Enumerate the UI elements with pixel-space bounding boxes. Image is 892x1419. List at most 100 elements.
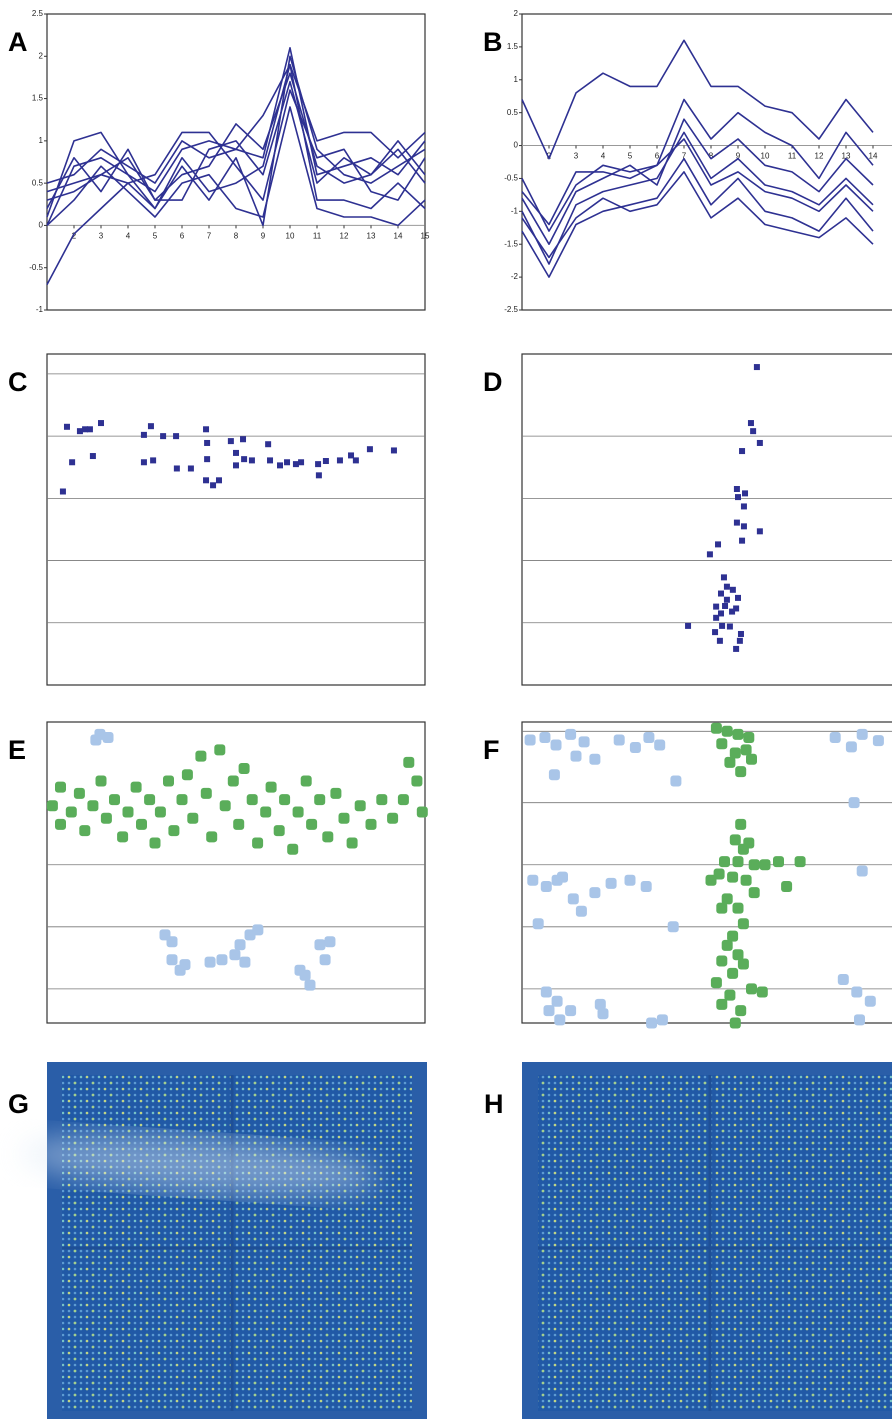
point xyxy=(103,732,114,743)
point xyxy=(724,757,735,768)
point xyxy=(724,597,730,603)
x-tick-label: 12 xyxy=(340,232,349,241)
point xyxy=(304,980,315,991)
point xyxy=(712,629,718,635)
point xyxy=(781,881,792,892)
point xyxy=(737,638,743,644)
x-tick-label: 14 xyxy=(394,232,403,241)
point xyxy=(857,729,868,740)
panel xyxy=(522,722,892,1029)
point xyxy=(741,523,747,529)
point xyxy=(252,838,263,849)
point xyxy=(733,729,744,740)
image-g xyxy=(18,1062,427,1419)
point xyxy=(233,450,239,456)
point xyxy=(589,887,600,898)
point xyxy=(66,806,77,817)
point xyxy=(757,528,763,534)
point xyxy=(150,457,156,463)
point xyxy=(279,794,290,805)
point xyxy=(838,974,849,985)
point xyxy=(734,520,740,526)
point xyxy=(144,794,155,805)
point xyxy=(846,741,857,752)
point xyxy=(565,1005,576,1016)
y-tick-label: 0 xyxy=(39,221,44,230)
point xyxy=(738,631,744,637)
point xyxy=(865,996,876,1007)
y-tick-label: 1 xyxy=(514,75,519,84)
point xyxy=(284,459,290,465)
point xyxy=(641,881,652,892)
point xyxy=(301,775,312,786)
x-tick-label: 10 xyxy=(286,232,295,241)
point xyxy=(173,433,179,439)
point xyxy=(267,457,273,463)
point xyxy=(260,806,271,817)
point xyxy=(646,1018,657,1029)
x-tick-label: 5 xyxy=(153,232,158,241)
point xyxy=(576,906,587,917)
panel xyxy=(47,354,425,685)
point xyxy=(214,744,225,755)
plot-frame xyxy=(522,722,892,1023)
x-tick-label: 11 xyxy=(313,232,322,241)
point xyxy=(730,587,736,593)
point xyxy=(757,986,768,997)
point xyxy=(367,446,373,452)
point xyxy=(552,996,563,1007)
point xyxy=(314,939,325,950)
x-tick-label: 15 xyxy=(421,232,430,241)
point xyxy=(366,819,377,830)
point xyxy=(337,457,343,463)
point xyxy=(216,477,222,483)
x-tick-label: 9 xyxy=(261,232,266,241)
point xyxy=(417,806,428,817)
point xyxy=(206,831,217,842)
x-tick-label: 4 xyxy=(126,232,131,241)
point xyxy=(738,959,749,970)
panel: -2.5-2-1.5-1-0.500.511.52234567891011121… xyxy=(504,9,892,314)
point xyxy=(549,769,560,780)
panel xyxy=(47,722,428,1023)
point xyxy=(324,936,335,947)
point xyxy=(738,918,749,929)
point xyxy=(167,936,178,947)
point xyxy=(47,800,58,811)
y-tick-label: 1.5 xyxy=(32,94,44,103)
x-tick-label: 8 xyxy=(234,232,239,241)
point xyxy=(727,624,733,630)
point xyxy=(733,856,744,867)
point xyxy=(293,806,304,817)
point xyxy=(182,769,193,780)
y-tick-label: 2 xyxy=(39,51,44,60)
point xyxy=(87,800,98,811)
point xyxy=(748,420,754,426)
point xyxy=(527,875,538,886)
y-tick-label: -0.5 xyxy=(29,263,43,272)
point xyxy=(739,538,745,544)
page: G H -1-0.500.511.522.5234567891011121314… xyxy=(0,0,892,1419)
panel-label: D xyxy=(483,367,503,397)
point xyxy=(131,782,142,793)
point xyxy=(201,788,212,799)
point xyxy=(552,875,563,886)
point xyxy=(525,734,536,745)
point xyxy=(685,623,691,629)
point xyxy=(265,441,271,447)
x-tick-label: 14 xyxy=(869,152,878,161)
point xyxy=(74,788,85,799)
point xyxy=(643,732,654,743)
x-tick-label: 3 xyxy=(574,152,579,161)
y-tick-label: -2.5 xyxy=(504,305,518,314)
point xyxy=(229,949,240,960)
y-tick-label: -1.5 xyxy=(504,239,518,248)
x-tick-label: 12 xyxy=(815,152,824,161)
point xyxy=(716,955,727,966)
point xyxy=(589,754,600,765)
point xyxy=(735,595,741,601)
point xyxy=(711,977,722,988)
point xyxy=(733,646,739,652)
point xyxy=(220,800,231,811)
point xyxy=(241,456,247,462)
